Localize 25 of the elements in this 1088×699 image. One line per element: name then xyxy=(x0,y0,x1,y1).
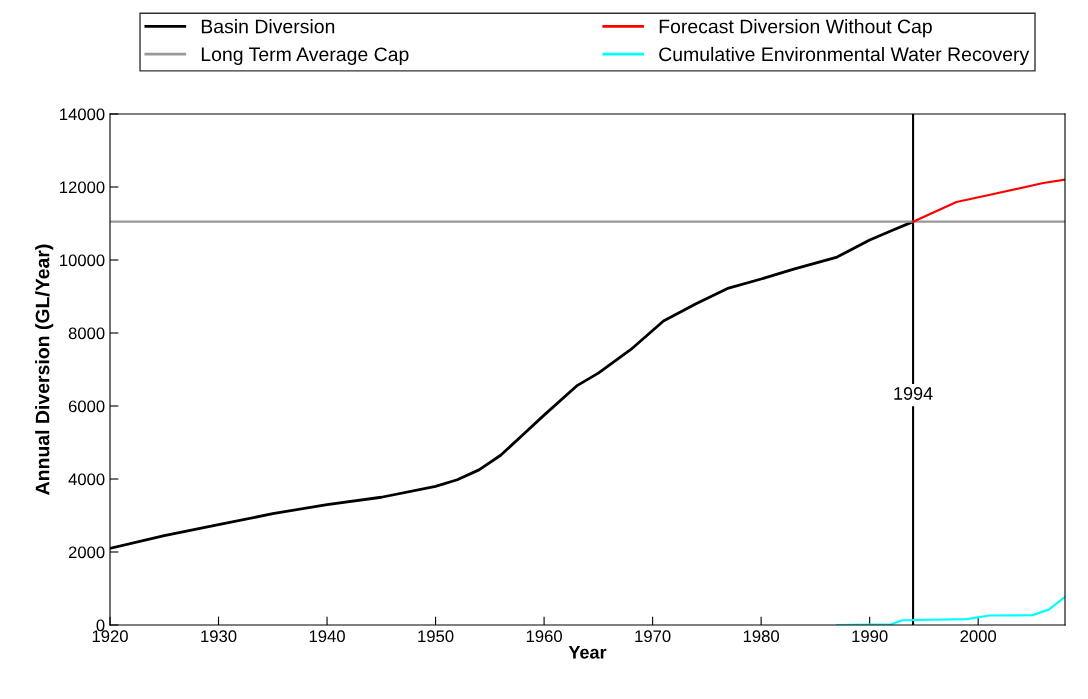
y-tick-label: 2000 xyxy=(68,546,105,559)
y-tick-label: 4000 xyxy=(68,473,105,486)
y-tick-label: 12000 xyxy=(60,181,105,194)
x-tick-label: 1940 xyxy=(309,630,345,643)
x-tick-label: 1980 xyxy=(743,630,780,643)
legend-label: Forecast Diversion Without Cap xyxy=(659,19,932,38)
x-tick-label: 2000 xyxy=(960,630,997,643)
y-tick-label: 10000 xyxy=(60,254,105,267)
legend-label: Cumulative Environmental Water Recovery xyxy=(659,46,1030,66)
line-series xyxy=(911,178,1065,223)
x-tick-label: 1950 xyxy=(418,630,454,643)
legend-label: Basin Diversion xyxy=(201,19,335,34)
y-axis-title: Annual Diversion (GL/Year) xyxy=(35,244,54,495)
x-tick-label: 1970 xyxy=(635,630,671,643)
y-tick-label: 8000 xyxy=(68,327,105,340)
legend-label: Long Term Average Cap xyxy=(201,47,409,66)
x-tick-label: 1930 xyxy=(201,630,237,643)
x-axis-title: Year xyxy=(568,646,607,659)
x-tick-label: 1960 xyxy=(526,630,562,643)
y-tick-label: 0 xyxy=(96,619,105,632)
ref-line-label: 1994 xyxy=(894,387,933,400)
x-tick-label: 1920 xyxy=(92,630,128,643)
x-tick-label: 1990 xyxy=(852,630,888,643)
y-tick-label: 14000 xyxy=(60,108,105,121)
y-tick-label: 6000 xyxy=(68,400,105,413)
